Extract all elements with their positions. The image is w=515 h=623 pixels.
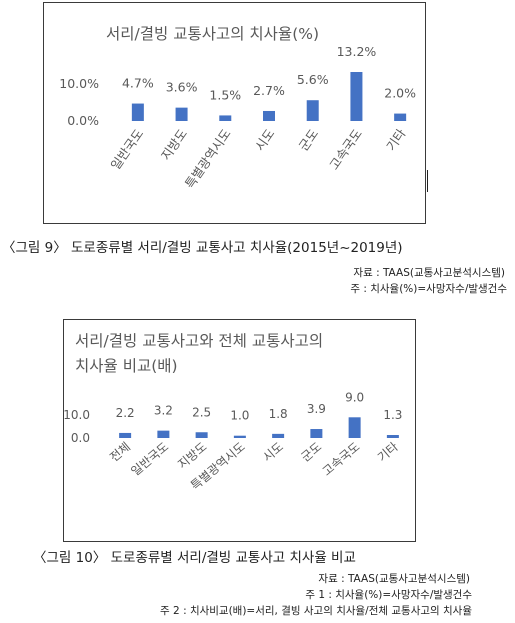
bar (195, 432, 208, 438)
fatality-rate-chart-svg: 서리/결빙 교통사고의 치사율(%) 0.0% 10.0% 4.7% 일반국도 3.6% 지… (59, 25, 416, 191)
bar (394, 113, 407, 121)
y-tick-label: 10.0% (59, 76, 99, 91)
data-label: 2.5 (192, 405, 211, 419)
x-tick-label: 기타 (375, 440, 401, 465)
data-label: 1.5% (209, 87, 241, 102)
x-tick-label: 군도 (296, 126, 321, 153)
bar (119, 432, 132, 438)
figure-9-note: 주 : 치사율(%)=사망자수/발생건수 (350, 283, 507, 295)
data-label: 3.9 (307, 402, 326, 416)
bar (348, 417, 361, 438)
bar (386, 435, 399, 438)
bar (233, 435, 246, 438)
figure-10-source: 자료 : TAAS(교통사고분석시스템) (318, 573, 470, 585)
x-tick-label: 군도 (298, 440, 324, 465)
chart-title: 서리/결빙 교통사고의 치사율(%) (106, 25, 319, 43)
x-tick-label: 시도 (252, 126, 277, 153)
figure-9-source: 자료 : TAAS(교통사고분석시스템) (353, 267, 505, 279)
x-tick-label: 특별광역시도 (182, 126, 234, 191)
y-tick-label: 0.0 (71, 431, 90, 445)
x-tick-label: 전체 (107, 440, 133, 465)
x-tick-label: 고속국도 (320, 440, 363, 479)
bar (306, 100, 319, 121)
data-label: 2.0% (384, 86, 416, 101)
divider-tick (427, 170, 428, 192)
bar (350, 72, 363, 121)
x-tick-label: 기타 (383, 126, 409, 154)
x-tick-label: 시도 (260, 440, 286, 465)
data-label: 2.7% (253, 83, 285, 98)
data-label: 13.2% (337, 44, 377, 59)
data-label: 1.0 (230, 409, 249, 423)
bar (175, 107, 188, 121)
figure-10-note-2: 주 2 : 치사비교(배)=서리, 결빙 사고의 치사율/전체 교통사고의 치사… (160, 605, 472, 617)
data-label: 9.0 (345, 390, 364, 404)
data-label: 3.6% (166, 80, 198, 95)
bar (219, 115, 232, 121)
x-tick-label: 일반국도 (108, 126, 147, 172)
bar (157, 430, 170, 438)
bar (131, 103, 144, 121)
bar (263, 110, 275, 121)
data-label: 2.2 (116, 406, 135, 420)
chart-title-line: 치사율 비교(배) (75, 357, 178, 375)
x-tick-label: 고속국도 (326, 126, 365, 172)
x-tick-label: 일반국도 (128, 440, 171, 479)
bar (272, 433, 285, 438)
y-tick-label: 0.0% (67, 113, 99, 128)
figure-10-caption: 〈그림 10〉 도로종류별 서리/결빙 교통사고 치사율 비교 (33, 550, 356, 566)
data-label: 5.6% (297, 72, 329, 87)
bar (310, 429, 323, 438)
x-tick-label: 지방도 (175, 440, 209, 472)
fatality-rate-chart: 서리/결빙 교통사고의 치사율(%) 0.0% 10.0% 4.7% 일반국도 3.6% 지… (43, 2, 426, 224)
data-label: 4.7% (122, 76, 154, 91)
chart-title-line: 서리/결빙 교통사고와 전체 교통사고의 (75, 332, 323, 350)
y-tick-label: 10.0 (64, 408, 90, 422)
data-label: 1.8 (269, 407, 288, 421)
figure-10-note-1: 주 1 : 치사율(%)=사망자수/발생건수 (305, 589, 472, 601)
data-label: 3.2 (154, 404, 173, 418)
figure-9-caption: 〈그림 9〉 도로종류별 서리/결빙 교통사고 치사율(2015년~2019년) (2, 240, 403, 256)
data-label: 1.3 (383, 408, 402, 422)
x-tick-label: 지방도 (158, 126, 190, 163)
